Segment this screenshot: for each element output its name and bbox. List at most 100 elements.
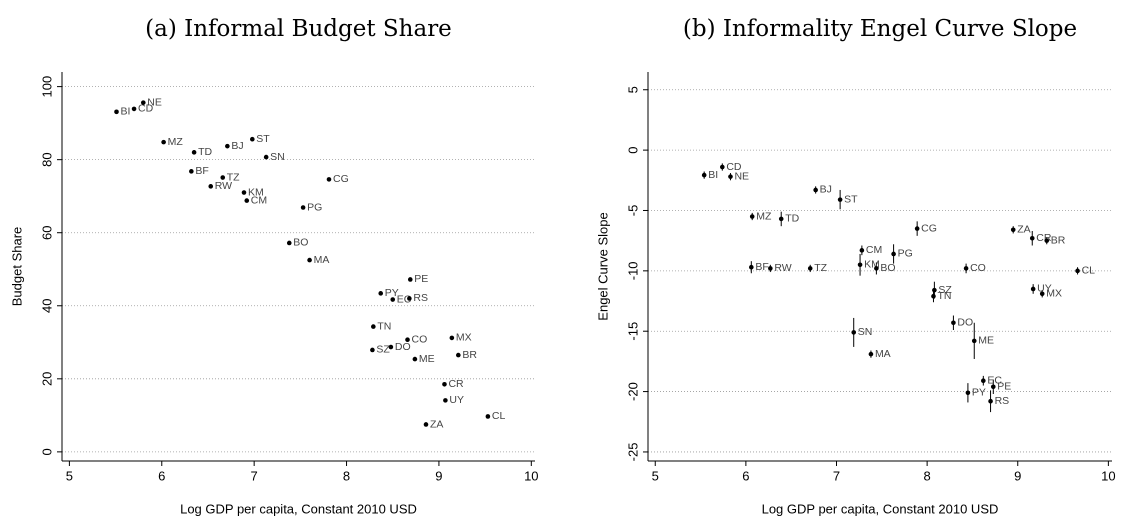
point-label: RW (215, 180, 232, 192)
point-label: CM (866, 244, 882, 256)
point-label: RS (413, 292, 428, 304)
point-label: CL (1082, 265, 1096, 277)
point (456, 352, 461, 358)
x-tick-label: 6 (158, 468, 165, 483)
point-label: MX (456, 332, 472, 344)
point (208, 184, 214, 189)
point (250, 136, 255, 142)
point (981, 378, 986, 384)
point-label: BO (880, 262, 895, 274)
point-label: PY (972, 387, 986, 399)
point-label: CG (921, 222, 937, 234)
point (813, 187, 818, 193)
chart-title: (a) Informal Budget Share (145, 16, 452, 42)
point-label: SN (270, 151, 285, 163)
y-tick-label: -5 (625, 205, 640, 217)
point (244, 198, 250, 203)
y-tick-label: -20 (625, 382, 640, 401)
chart-title: (b) Informality Engel Curve Slope (683, 16, 1077, 42)
point-label: UY (1037, 283, 1052, 295)
point (749, 264, 754, 270)
point (851, 330, 857, 335)
point-label: CO (970, 262, 986, 274)
point-label: CM (251, 194, 267, 206)
y-tick-label: 100 (39, 76, 54, 98)
point-label: TN (937, 290, 951, 302)
point (388, 344, 394, 350)
point-label: CO (412, 334, 428, 346)
point (449, 335, 455, 341)
point-label: PE (414, 273, 428, 285)
point-label: NE (147, 96, 162, 108)
point (914, 226, 920, 231)
point (990, 384, 996, 390)
y-tick-label: 40 (39, 299, 54, 313)
point (485, 414, 491, 419)
point-label: PE (997, 381, 1011, 393)
point-label: MA (314, 254, 330, 266)
point (241, 190, 247, 195)
point-label: TZ (227, 171, 240, 183)
y-axis-label: Budget Share (9, 227, 24, 307)
y-tick-label: 0 (39, 448, 54, 455)
point (370, 347, 375, 353)
point-label: ST (844, 193, 858, 205)
point-label: BJ (820, 184, 832, 196)
point (307, 257, 312, 263)
x-tick-label: 6 (742, 468, 749, 483)
point-label: TD (785, 213, 799, 225)
y-tick-label: 5 (625, 86, 640, 93)
y-tick-label: -15 (625, 322, 640, 341)
point (988, 398, 993, 404)
point-label: BR (1051, 234, 1066, 246)
point (189, 169, 194, 174)
point-label: ST (256, 133, 270, 145)
point (859, 248, 865, 253)
point (1030, 286, 1036, 292)
point (161, 139, 166, 145)
y-tick-label: 80 (39, 152, 54, 166)
point-label: CG (333, 173, 349, 185)
point-label: SZ (938, 284, 952, 296)
point (868, 351, 874, 357)
point (326, 177, 332, 182)
point (1029, 235, 1035, 241)
point (412, 356, 418, 362)
point-label: TN (377, 320, 391, 332)
point-label: NE (734, 170, 749, 182)
point (371, 324, 376, 329)
point (225, 143, 230, 149)
point-label: CD (138, 103, 154, 115)
point-label: BR (462, 349, 477, 361)
point-label: EC (397, 293, 412, 305)
point-label: DO (395, 341, 411, 353)
point-label: BF (195, 165, 208, 177)
point-label: ZA (430, 418, 443, 430)
x-tick-label: 7 (251, 468, 258, 483)
point-label: ME (419, 353, 435, 365)
point (407, 277, 413, 282)
point (1010, 227, 1016, 233)
x-tick-label: 8 (343, 468, 350, 483)
point-label: CD (726, 161, 742, 173)
point (390, 297, 396, 302)
point (1044, 238, 1050, 243)
point-label: MZ (756, 210, 772, 222)
point-label: BI (121, 106, 131, 118)
point-label: ME (978, 335, 994, 347)
point-label: CL (492, 410, 506, 422)
point-label: SN (858, 326, 873, 338)
point (768, 266, 773, 271)
point (965, 390, 971, 396)
point-label: RW (774, 262, 791, 274)
point-label: PG (307, 201, 322, 213)
x-tick-label: 7 (833, 468, 840, 483)
point (300, 205, 306, 210)
point (749, 214, 755, 219)
point-label: SZ (376, 344, 390, 356)
point (874, 266, 879, 271)
point (114, 109, 119, 115)
x-tick-label: 9 (435, 468, 442, 483)
x-tick-label: 5 (652, 468, 659, 483)
